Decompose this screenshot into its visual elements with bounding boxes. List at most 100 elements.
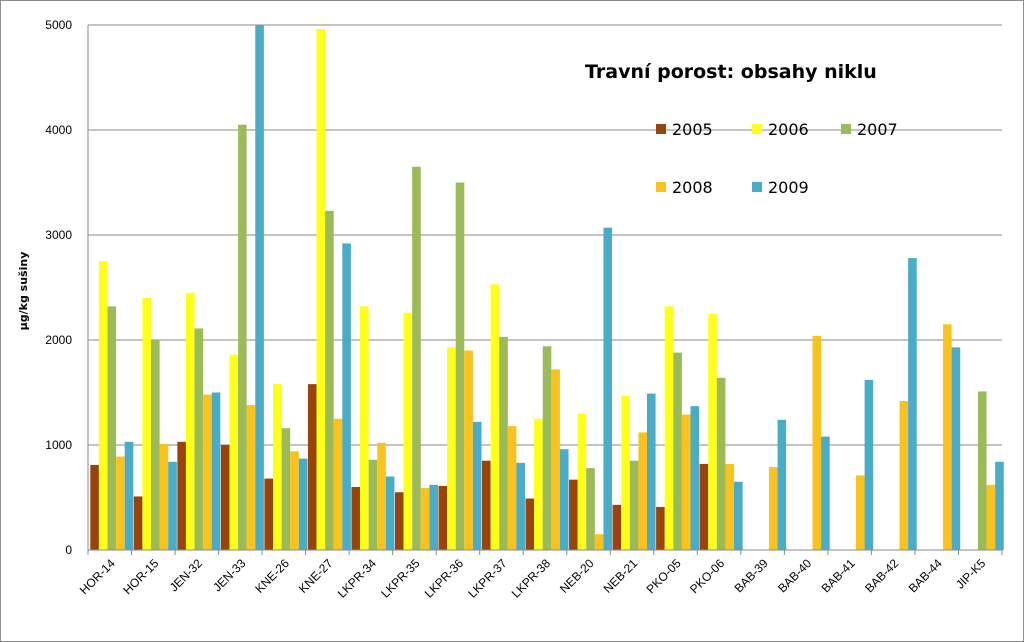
bar-2005-KNE-27 <box>307 384 317 550</box>
bar-2009-LKPR-34 <box>385 476 395 550</box>
y-tick-labels: 0 1000 2000 3000 4000 5000 <box>45 18 72 557</box>
bar-2009-LKPR-37 <box>516 462 526 550</box>
bar-2009-BAB-41 <box>864 379 874 550</box>
x-tick-label: NEB-21 <box>601 556 641 596</box>
bar-2006-HOR-14 <box>98 261 108 550</box>
y-tick-label: 4000 <box>45 123 72 137</box>
bar-2009-KNE-26 <box>298 458 308 550</box>
bar-2008-JEN-32 <box>203 394 212 550</box>
x-tick-label: NEB-20 <box>557 556 597 596</box>
legend-label: 2006 <box>768 120 809 139</box>
legend-label: 2005 <box>672 120 713 139</box>
bar-2006-JEN-33 <box>229 354 239 550</box>
bar-2009-PKO-06 <box>734 481 743 550</box>
bar-2007-KNE-27 <box>325 210 334 550</box>
bar-2006-LKPR-37 <box>490 284 500 550</box>
bar-2006-KNE-26 <box>273 384 282 550</box>
bar-2007-NEB-21 <box>629 460 639 550</box>
bar-2009-BAB-40 <box>821 436 830 550</box>
y-tick-label: 3000 <box>45 228 72 242</box>
bar-2009-NEB-21 <box>646 393 656 550</box>
bar-2006-LKPR-38 <box>534 418 543 550</box>
x-tick-label: LKPR-35 <box>378 556 423 601</box>
bar-2005-LKPR-35 <box>394 492 404 550</box>
bar-2009-NEB-20 <box>603 227 613 550</box>
bar-2009-JIP-K5 <box>995 461 1004 550</box>
bar-2008-BAB-39 <box>768 467 778 550</box>
legend-label: 2007 <box>857 120 898 139</box>
bar-2008-LKPR-37 <box>507 426 517 550</box>
bar-2007-HOR-15 <box>151 340 160 550</box>
bar-2007-LKPR-34 <box>368 459 378 550</box>
bar-2005-JEN-32 <box>177 441 186 550</box>
legend-swatch-2009 <box>752 182 762 192</box>
axes <box>87 25 1003 555</box>
bar-2008-BAB-41 <box>856 475 865 550</box>
bar-2006-JEN-32 <box>185 292 195 550</box>
x-tick-label: BAB-44 <box>906 556 945 595</box>
bar-2009-JEN-32 <box>211 392 221 550</box>
bar-2008-JIP-K5 <box>986 484 996 550</box>
bar-2009-PKO-05 <box>690 406 700 550</box>
x-tick-label: JEN-32 <box>167 556 205 594</box>
bar-2007-LKPR-38 <box>542 346 552 550</box>
x-tick-label: LKPR-34 <box>335 556 380 601</box>
bar-2006-HOR-15 <box>142 298 152 550</box>
legend-swatch-2008 <box>656 182 666 192</box>
bar-2007-PKO-06 <box>716 377 726 550</box>
legend-swatch-2005 <box>656 124 666 134</box>
bar-2007-JEN-32 <box>194 328 204 550</box>
bar-2007-JEN-33 <box>238 124 247 550</box>
x-tick-label: LKPR-37 <box>465 556 510 601</box>
y-tick-label: 5000 <box>45 18 72 32</box>
bar-2008-HOR-15 <box>159 443 169 550</box>
legend-swatch-2006 <box>752 124 762 134</box>
bar-2008-KNE-27 <box>333 418 343 550</box>
bar-2005-HOR-14 <box>90 464 99 550</box>
y-tick-label: 2000 <box>45 333 72 347</box>
bar-2009-BAB-42 <box>908 258 917 550</box>
bar-2007-JIP-K5 <box>977 391 987 550</box>
bar-2008-LKPR-35 <box>420 488 430 550</box>
bar-2005-LKPR-36 <box>438 485 448 550</box>
bar-2007-LKPR-36 <box>455 182 465 550</box>
bar-2005-KNE-26 <box>264 478 273 550</box>
bar-2008-NEB-21 <box>638 432 647 550</box>
bar-2005-HOR-15 <box>133 496 143 550</box>
bar-2007-HOR-14 <box>107 306 117 550</box>
bar-2006-PKO-06 <box>708 313 717 550</box>
bar-2008-LKPR-36 <box>464 350 473 550</box>
bar-2007-PKO-05 <box>673 352 682 550</box>
y-tick-label: 1000 <box>45 438 72 452</box>
bar-2008-LKPR-34 <box>377 442 386 550</box>
bars <box>90 25 1004 550</box>
bar-2009-LKPR-38 <box>559 449 569 550</box>
bar-2006-LKPR-34 <box>360 306 369 550</box>
x-tick-label: HOR-15 <box>120 556 161 597</box>
bar-2005-NEB-20 <box>569 479 578 550</box>
bar-2009-BAB-39 <box>777 419 787 550</box>
bar-2006-PKO-05 <box>664 306 674 550</box>
bar-2005-LKPR-37 <box>482 460 491 550</box>
y-tick-label: 0 <box>65 543 72 557</box>
bar-2006-NEB-21 <box>621 395 630 550</box>
x-tick-label: KNE-27 <box>296 556 336 596</box>
x-tick-label: PKO-05 <box>644 556 684 596</box>
x-tick-label: BAB-42 <box>862 556 901 595</box>
bar-2005-LKPR-34 <box>351 487 361 550</box>
x-tick-label: JIP-K5 <box>953 556 989 592</box>
legend: 2005 2006 2007 2008 2009 <box>656 120 898 197</box>
x-tick-label: BAB-39 <box>732 556 771 595</box>
bar-2006-NEB-20 <box>577 413 587 550</box>
chart-title: Travní porost: obsahy niklu <box>585 61 877 83</box>
legend-label: 2008 <box>672 178 713 197</box>
bar-2008-HOR-14 <box>116 456 125 550</box>
legend-label: 2009 <box>768 178 809 197</box>
bar-2006-LKPR-35 <box>403 312 413 550</box>
x-tick-label: LKPR-38 <box>509 556 554 601</box>
x-tick-label: PKO-06 <box>687 556 727 596</box>
x-tick-label: BAB-41 <box>819 556 858 595</box>
bar-2007-LKPR-35 <box>412 166 421 550</box>
